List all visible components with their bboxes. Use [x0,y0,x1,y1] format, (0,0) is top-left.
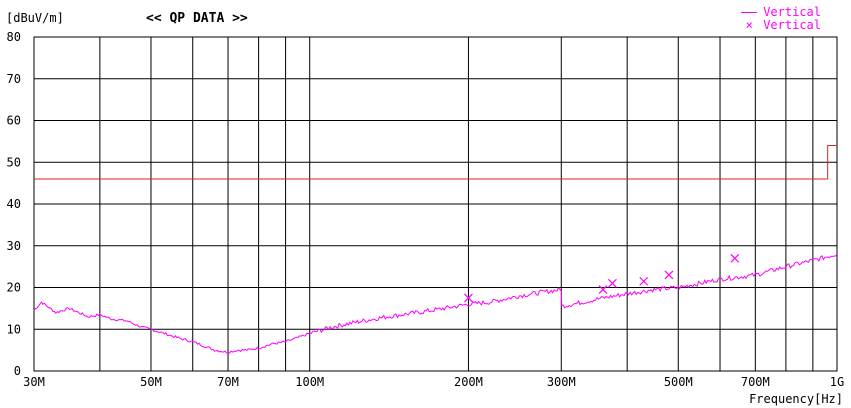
x-tick-label: 50M [140,375,162,389]
y-tick-label: 50 [7,155,21,169]
legend: Vertical × Vertical [741,6,821,32]
y-tick-label: 40 [7,197,21,211]
chart-title: << QP DATA >> [146,11,248,26]
x-tick-label: 500M [664,375,693,389]
limit-polyline [34,145,837,180]
x-tick-label: 30M [23,375,45,389]
qp-marker [730,253,740,263]
y-tick-label: 30 [7,239,21,253]
qp-marker [598,285,608,295]
x-tick-label: 200M [454,375,483,389]
qp-marker-stroke [598,285,608,295]
y-tick-label: 80 [7,30,21,44]
limit-line [34,145,837,180]
qp-marker-stroke [464,293,473,303]
qp-marker [639,276,649,286]
legend-item-marker: × Vertical [741,19,821,32]
x-tick-label: 700M [741,375,770,389]
series-line-vertical [33,253,838,354]
y-tick-label: 60 [7,114,21,128]
qp-marker [464,293,473,303]
qp-marker-stroke [607,278,617,288]
tick-labels: 0 10 20 30 40 50 60 70 80 30M 50M 70M 100M 200M 300M 50… [7,30,845,389]
x-tick-label: 100M [295,375,324,389]
legend-x-marker: × [745,18,753,32]
y-axis-label: [dBuV/m] [6,11,64,25]
x-tick-label: 70M [217,375,239,389]
series-group [33,253,838,354]
legend-label-line: Vertical [763,5,821,19]
qp-marker-stroke [639,276,649,286]
qp-marker [607,278,617,288]
y-tick-label: 70 [7,72,21,86]
x-tick-label: 1G [830,375,844,389]
legend-label-marker: Vertical [763,18,821,32]
y-tick-label: 10 [7,322,21,336]
x-axis-label: Frequency[Hz] [749,392,843,406]
y-tick-label: 0 [14,364,21,378]
legend-line-swatch [741,12,758,13]
qp-marker-stroke [730,253,740,263]
grid [33,36,838,372]
qp-marker [664,270,674,280]
legend-item-line: Vertical [741,6,821,19]
x-tick-label: 300M [547,375,576,389]
qp-marker-stroke [664,270,674,280]
y-tick-label: 20 [7,281,21,295]
